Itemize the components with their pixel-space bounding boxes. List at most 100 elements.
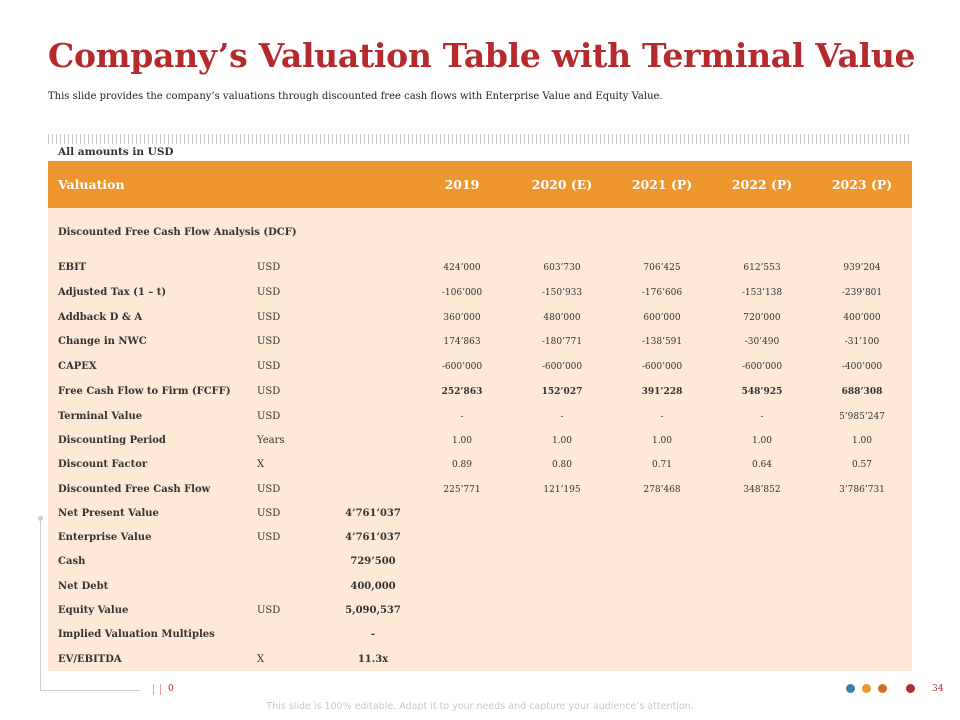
row-year-value: -400’000 bbox=[841, 362, 883, 372]
row-label: Net Present Value bbox=[58, 508, 159, 519]
footer-note: This slide is 100% editable. Adapt it to… bbox=[266, 701, 694, 712]
row-year-value bbox=[712, 505, 812, 523]
row-label: CAPEX bbox=[58, 361, 97, 372]
row-year-value bbox=[412, 578, 512, 596]
row-label: Discounting Period bbox=[58, 435, 166, 446]
row-unit: USD bbox=[257, 312, 281, 323]
decorative-dot-orange bbox=[862, 684, 871, 693]
table-row: CAPEX USD -600’000 -600’000 -600’000 -600’000… bbox=[48, 358, 912, 376]
row-year-value: 391’228 bbox=[641, 387, 683, 397]
row-year-value: -31’100 bbox=[844, 337, 880, 347]
row-year-value bbox=[812, 529, 912, 547]
row-year-value: -180’771 bbox=[541, 337, 583, 347]
row-label: Free Cash Flow to Firm (FCFF) bbox=[58, 386, 231, 397]
row-label: Net Debt bbox=[58, 581, 109, 592]
table-row: Equity Value USD 5,090,537 bbox=[48, 602, 912, 620]
row-year-value: -153’138 bbox=[741, 288, 783, 298]
table-row: Net Debt 400,000 bbox=[48, 578, 912, 596]
dotted-ruler bbox=[48, 134, 910, 144]
row-year-value bbox=[412, 553, 512, 571]
row-year-value: 400’000 bbox=[843, 313, 881, 323]
row-year-value: 152’027 bbox=[541, 387, 583, 397]
row-unit: USD bbox=[257, 336, 281, 347]
row-year-value bbox=[712, 602, 812, 620]
row-year-value: -138’591 bbox=[641, 337, 683, 347]
row-year-value bbox=[512, 505, 612, 523]
row-unit: Years bbox=[257, 435, 285, 446]
row-summary-value: 400,000 bbox=[350, 581, 396, 592]
header-year: 2019 bbox=[444, 177, 480, 192]
row-year-value: 278’468 bbox=[643, 485, 681, 495]
footer-left-number: 0 bbox=[168, 684, 174, 694]
table-row: Implied Valuation Multiples - bbox=[48, 626, 912, 644]
table-row: Addback D & A USD 360’000 480’000 600’000 720… bbox=[48, 309, 912, 327]
valuation-table-panel bbox=[48, 161, 912, 671]
row-year-value bbox=[812, 553, 912, 571]
row-year-value: 612’553 bbox=[743, 263, 781, 273]
footer-divider bbox=[153, 684, 154, 695]
row-label: EBIT bbox=[58, 262, 87, 273]
table-row: Discounting Period Years 1.00 1.00 1.00 1.00 1… bbox=[48, 432, 912, 450]
row-year-value: - bbox=[560, 412, 564, 422]
row-year-value: -30’490 bbox=[744, 337, 780, 347]
row-unit: X bbox=[257, 654, 265, 665]
row-year-value bbox=[612, 626, 712, 644]
row-year-value: 603’730 bbox=[543, 263, 581, 273]
row-label: Discounted Free Cash Flow bbox=[58, 484, 211, 495]
row-year-value bbox=[512, 651, 612, 669]
row-year-value: 225’771 bbox=[443, 485, 481, 495]
row-summary-value: 4’761’037 bbox=[345, 532, 401, 543]
row-year-value: - bbox=[760, 412, 764, 422]
row-year-value: -600’000 bbox=[541, 362, 583, 372]
header-year: 2021 (P) bbox=[631, 177, 693, 192]
decorative-dot-red bbox=[906, 684, 915, 693]
row-year-value bbox=[512, 626, 612, 644]
header-year: 2023 (P) bbox=[831, 177, 893, 192]
table-row: Terminal Value USD - - - - 5’985’247 bbox=[48, 408, 912, 426]
row-unit: USD bbox=[257, 532, 281, 543]
row-year-value bbox=[612, 505, 712, 523]
row-year-value: 252’863 bbox=[441, 387, 483, 397]
row-unit: USD bbox=[257, 508, 281, 519]
amounts-note: All amounts in USD bbox=[58, 146, 174, 158]
decorative-dot bbox=[38, 516, 43, 521]
row-year-value: - bbox=[460, 412, 464, 422]
row-year-value: -150’933 bbox=[541, 288, 583, 298]
table-row: Cash 729’500 bbox=[48, 553, 912, 571]
row-unit: USD bbox=[257, 262, 281, 273]
decorative-dot-darkorange bbox=[878, 684, 887, 693]
row-summary-value: 729’500 bbox=[350, 556, 396, 567]
row-year-value bbox=[512, 578, 612, 596]
page-title: Company’s Valuation Table with Terminal … bbox=[48, 36, 916, 75]
row-year-value bbox=[612, 578, 712, 596]
row-year-value: 688’308 bbox=[841, 387, 883, 397]
row-year-value bbox=[812, 651, 912, 669]
row-year-value: 0.80 bbox=[551, 460, 573, 470]
row-year-value: 121’195 bbox=[543, 485, 581, 495]
table-header: Valuation 2019 2020 (E) 2021 (P) 2022 (P… bbox=[48, 161, 912, 208]
row-year-value bbox=[812, 578, 912, 596]
row-year-value: 0.71 bbox=[651, 460, 673, 470]
row-year-value bbox=[812, 505, 912, 523]
row-year-value bbox=[712, 553, 812, 571]
row-year-value: -600’000 bbox=[641, 362, 683, 372]
header-year: 2020 (E) bbox=[531, 177, 593, 192]
row-unit: USD bbox=[257, 484, 281, 495]
row-year-value: -176’606 bbox=[641, 288, 683, 298]
row-label: Terminal Value bbox=[58, 411, 143, 422]
row-year-value: 939’204 bbox=[843, 263, 881, 273]
row-label: Adjusted Tax (1 – t) bbox=[58, 287, 167, 298]
table-row: Enterprise Value USD 4’761’037 bbox=[48, 529, 912, 547]
row-year-value bbox=[612, 651, 712, 669]
row-year-value: 1.00 bbox=[851, 436, 873, 446]
row-unit: X bbox=[257, 459, 265, 470]
row-unit: USD bbox=[257, 287, 281, 298]
page-number: 34 bbox=[932, 684, 944, 694]
row-year-value: -239’801 bbox=[841, 288, 883, 298]
row-year-value: 1.00 bbox=[651, 436, 673, 446]
row-year-value: 1.00 bbox=[451, 436, 473, 446]
row-label: EV/EBITDA bbox=[58, 654, 122, 665]
row-label: Implied Valuation Multiples bbox=[58, 629, 215, 640]
row-year-value: 1.00 bbox=[551, 436, 573, 446]
row-year-value: 548’925 bbox=[741, 387, 783, 397]
